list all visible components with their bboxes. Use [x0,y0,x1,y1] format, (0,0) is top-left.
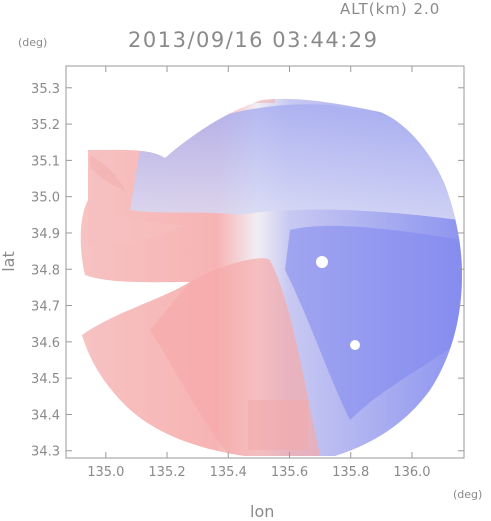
velocity-field [80,98,462,456]
chart-title: 2013/09/16 03:44:29 [128,28,379,52]
x-tick-label: 135.6 [271,465,308,480]
y-tick-label: 35.0 [31,191,60,206]
y-ticks: 34.3 34.4 34.5 34.6 34.7 34.8 34.9 35.0 35.1 35.2… [31,82,464,460]
x-ticks: 135.0 135.2 135.4 135.6 135.8 136.0 [87,66,431,480]
plot-frame [65,65,465,459]
x-tick-label: 136.0 [393,465,430,480]
y-tick-label: 34.3 [31,445,60,460]
y-tick-label: 34.5 [31,372,60,387]
y-tick-label: 35.3 [31,82,60,97]
y-tick-label: 34.6 [31,336,60,351]
y-tick-label: 34.4 [31,408,60,423]
altitude-label: ALT(km) 2.0 [340,0,441,18]
y-unit-label: (deg) [18,36,48,49]
y-tick-label: 35.1 [31,154,60,169]
y-tick-label: 34.8 [31,263,60,278]
y-tick-label: 35.2 [31,118,60,133]
x-tick-label: 135.8 [332,465,369,480]
x-axis-label: lon [250,502,275,521]
x-unit-label: (deg) [453,488,483,501]
x-tick-label: 135.4 [210,465,247,480]
y-tick-label: 34.7 [31,300,60,315]
x-tick-label: 135.2 [148,465,185,480]
x-tick-label: 135.0 [87,465,124,480]
y-tick-label: 34.9 [31,227,60,242]
